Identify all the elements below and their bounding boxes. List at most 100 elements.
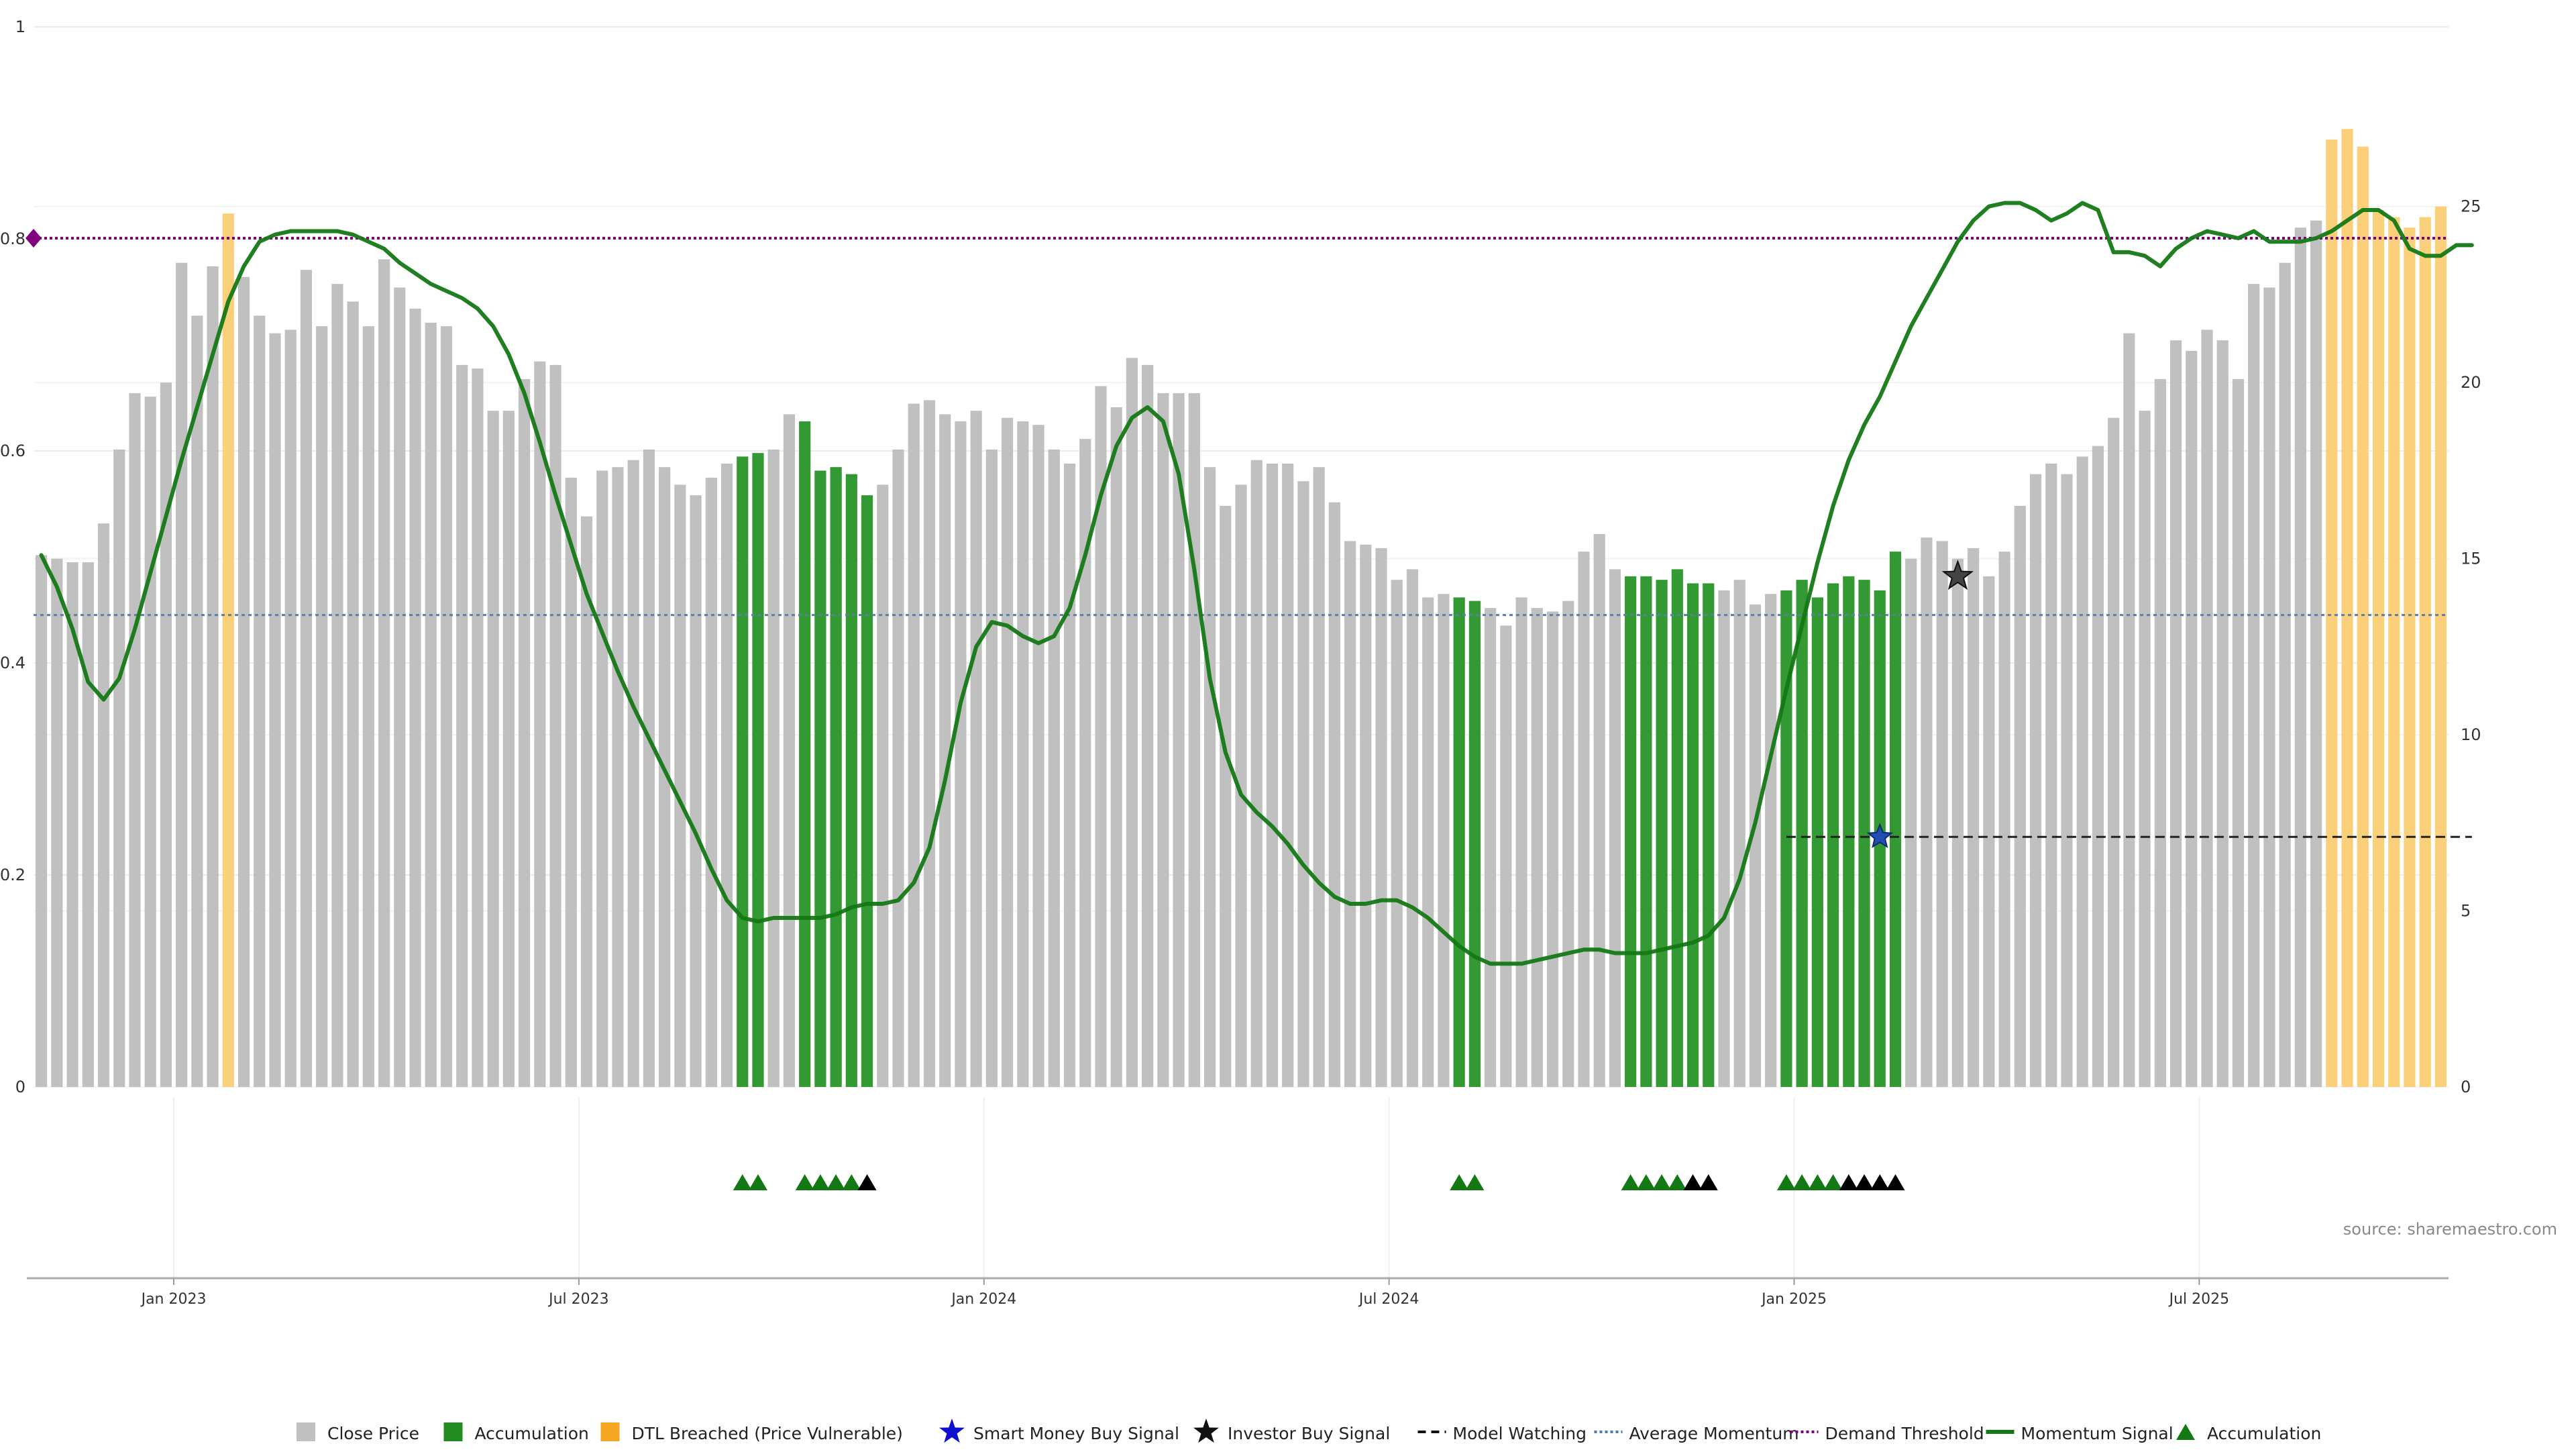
- close-price-bar: [1531, 608, 1543, 1087]
- smart-money-buy-star: [1866, 823, 1893, 849]
- close-price-bar: [1282, 463, 1294, 1087]
- close-price-bar: [2294, 227, 2306, 1088]
- close-price-bar: [1733, 580, 1746, 1087]
- close-price-bar: [643, 449, 655, 1087]
- close-price-bar: [1250, 460, 1263, 1087]
- accumulation-triangle: [1683, 1174, 1703, 1190]
- close-price-bar: [1328, 502, 1340, 1087]
- close-price-bar: [2139, 411, 2151, 1087]
- legend-triangle-icon: [2176, 1424, 2195, 1440]
- legend-star-icon: [939, 1418, 965, 1443]
- close-price-bar: [985, 449, 998, 1087]
- close-price-bar: [627, 460, 639, 1087]
- accumulation-triangle: [1823, 1174, 1843, 1190]
- accumulation-triangle: [1636, 1174, 1656, 1190]
- close-price-bar: [923, 400, 936, 1087]
- close-price-bar: [1297, 481, 1309, 1087]
- close-price-bar: [472, 368, 484, 1087]
- accumulation-bar: [1843, 576, 1855, 1087]
- dtl-breached-bar: [2388, 217, 2400, 1088]
- close-price-bar: [113, 449, 125, 1087]
- left-tick-label: 1: [15, 17, 25, 36]
- source-label: source: sharemaestro.com: [2343, 1220, 2557, 1239]
- accumulation-bar: [1811, 597, 1823, 1087]
- close-price-bar: [580, 516, 593, 1087]
- close-price-bar: [1220, 505, 1232, 1087]
- close-price-bar: [1157, 393, 1169, 1088]
- close-price-bar: [487, 411, 499, 1087]
- close-price-bar: [2248, 284, 2260, 1088]
- close-price-bar: [908, 403, 920, 1087]
- legend-item: Accumulation: [443, 1422, 589, 1443]
- legend-label: Model Watching: [1453, 1424, 1587, 1443]
- close-price-bar: [1017, 421, 1029, 1087]
- close-price-bar: [425, 322, 437, 1088]
- close-price-bar: [1002, 417, 1014, 1087]
- close-price-bar: [612, 467, 624, 1087]
- close-price-bar: [892, 449, 904, 1087]
- close-price-bar: [549, 364, 561, 1087]
- accumulation-bar: [1686, 583, 1699, 1087]
- momentum-signal-line: [39, 201, 2474, 966]
- accumulation-bar: [814, 470, 826, 1087]
- accumulation-bar: [1889, 552, 1902, 1087]
- close-price-bar: [1360, 544, 1372, 1087]
- legend-label: Close Price: [327, 1424, 419, 1443]
- x-tick-label: Jul 2025: [2168, 1291, 2230, 1308]
- close-price-bar: [82, 562, 94, 1087]
- legend-square-icon: [600, 1422, 620, 1441]
- accumulation-bar: [1468, 601, 1481, 1087]
- close-price-bar: [1718, 590, 1730, 1087]
- close-price-bar: [36, 555, 48, 1087]
- close-price-bar: [1188, 393, 1200, 1088]
- close-price-bar: [1079, 439, 1091, 1087]
- legend-item: Model Watching: [1417, 1424, 1587, 1443]
- close-price-bar: [316, 326, 328, 1087]
- accumulation-triangle: [842, 1174, 861, 1190]
- close-price-bar: [1173, 393, 1185, 1088]
- accumulation-triangle: [1855, 1174, 1874, 1190]
- dtl-breached-bar: [2357, 146, 2369, 1087]
- close-price-bar: [129, 393, 141, 1088]
- close-price-bar: [2279, 262, 2291, 1088]
- x-tick-label: Jan 2024: [950, 1291, 1016, 1308]
- accumulation-triangle: [749, 1174, 767, 1190]
- close-price-bar: [596, 470, 608, 1087]
- legend-label: Accumulation: [475, 1424, 589, 1443]
- investor-buy-star: [1941, 559, 1974, 590]
- accumulation-triangle: [1839, 1174, 1858, 1190]
- close-price-bar: [1063, 463, 1076, 1087]
- close-price-bar: [1546, 611, 1559, 1087]
- close-price-bar: [394, 287, 406, 1088]
- accumulation-triangle: [826, 1174, 846, 1190]
- close-price-bar: [191, 315, 203, 1087]
- right-tick-label: 25: [2461, 197, 2481, 216]
- close-price-bar: [331, 284, 343, 1088]
- close-price-bar: [2310, 220, 2322, 1087]
- accumulation-bar: [799, 421, 811, 1087]
- accumulation-triangle: [1870, 1174, 1890, 1190]
- close-price-bar: [955, 421, 967, 1087]
- close-price-bar: [534, 361, 546, 1087]
- close-price-bar: [783, 414, 796, 1087]
- legend-item: DTL Breached (Price Vulnerable): [600, 1422, 903, 1443]
- close-price-bar: [97, 523, 110, 1087]
- accumulation-bar: [1453, 597, 1465, 1087]
- close-price-bar: [2186, 350, 2198, 1087]
- close-price-bar: [1422, 597, 1434, 1087]
- accumulation-bar: [737, 456, 749, 1087]
- close-price-bar: [1266, 463, 1279, 1087]
- close-price-bar: [705, 477, 717, 1087]
- close-price-bar: [2029, 474, 2042, 1087]
- close-price-bar: [2201, 329, 2213, 1087]
- close-price-bar: [2123, 333, 2135, 1087]
- close-price-bar: [254, 315, 266, 1087]
- close-price-bar: [2045, 463, 2057, 1087]
- accumulation-bar: [752, 453, 764, 1087]
- accumulation-bar: [1671, 569, 1683, 1087]
- close-price-bar: [284, 329, 297, 1087]
- close-price-bar: [939, 414, 951, 1087]
- legend: Close Price Accumulation DTL Breached (Pri…: [297, 1418, 2321, 1443]
- close-price-bar: [767, 449, 780, 1087]
- close-price-bar: [2154, 378, 2166, 1087]
